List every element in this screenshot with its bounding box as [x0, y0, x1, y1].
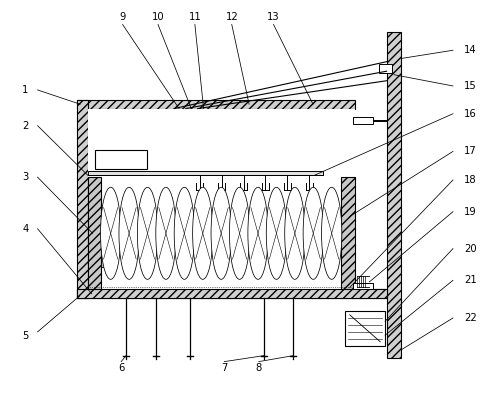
Ellipse shape	[229, 187, 250, 279]
Text: 6: 6	[118, 363, 124, 373]
Text: 22: 22	[464, 313, 477, 323]
Ellipse shape	[266, 187, 286, 279]
Ellipse shape	[303, 187, 323, 279]
Text: 11: 11	[188, 12, 201, 22]
Ellipse shape	[119, 187, 139, 279]
Bar	[353, 283, 373, 289]
Ellipse shape	[211, 187, 231, 279]
Bar	[345, 311, 385, 346]
Text: 9: 9	[119, 12, 126, 22]
Text: 14: 14	[464, 45, 477, 55]
Bar	[341, 177, 354, 289]
Ellipse shape	[321, 187, 342, 279]
Text: 15: 15	[464, 81, 477, 91]
Ellipse shape	[174, 187, 194, 279]
Text: 17: 17	[464, 146, 477, 156]
Text: 19: 19	[464, 207, 477, 217]
Bar	[77, 289, 387, 298]
Bar	[95, 150, 147, 169]
Ellipse shape	[156, 187, 176, 279]
Ellipse shape	[285, 187, 305, 279]
Bar	[102, 205, 112, 267]
Text: 3: 3	[22, 172, 29, 182]
Bar	[88, 171, 322, 175]
Text: 16: 16	[464, 109, 477, 119]
Bar	[88, 109, 354, 289]
Text: 8: 8	[256, 363, 262, 373]
Text: 12: 12	[225, 12, 238, 22]
Bar	[387, 32, 401, 358]
Text: 18: 18	[464, 175, 477, 185]
Ellipse shape	[138, 187, 158, 279]
Bar	[353, 117, 373, 124]
Ellipse shape	[248, 187, 268, 279]
Ellipse shape	[193, 187, 213, 279]
Text: 5: 5	[22, 331, 29, 341]
Text: 13: 13	[267, 12, 280, 22]
Bar	[77, 100, 88, 298]
Ellipse shape	[101, 187, 121, 279]
Text: 7: 7	[221, 363, 228, 373]
Text: 10: 10	[152, 12, 164, 22]
Bar	[379, 64, 391, 73]
Bar	[77, 289, 389, 298]
Bar	[77, 100, 354, 109]
Text: 1: 1	[22, 85, 29, 95]
Text: 21: 21	[464, 275, 477, 285]
Bar	[88, 177, 102, 289]
Text: 2: 2	[22, 121, 29, 131]
Text: 4: 4	[22, 224, 29, 234]
Text: 20: 20	[464, 244, 477, 254]
